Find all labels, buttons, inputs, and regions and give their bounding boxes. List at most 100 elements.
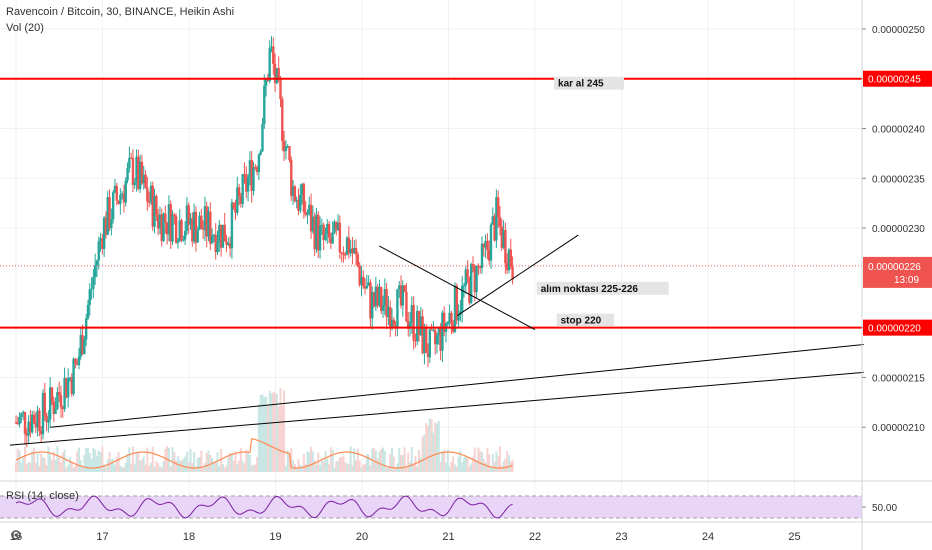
volume-bar [256, 457, 259, 472]
candle-body [351, 248, 354, 254]
volume-bar [295, 467, 298, 472]
candle-body [142, 174, 145, 184]
candle-body [167, 204, 171, 235]
volume-bar [317, 452, 320, 472]
candle-body [119, 194, 122, 204]
candle-body [399, 285, 403, 306]
candle-body [430, 329, 433, 331]
candle-body [322, 224, 325, 241]
candle-body [466, 269, 469, 278]
candle-body [471, 264, 475, 267]
level-price-tag [863, 70, 932, 87]
candle-body [162, 213, 165, 241]
volume-bar [452, 456, 455, 472]
candle-body [441, 312, 444, 351]
candle-body [421, 316, 424, 354]
candle-body [487, 250, 491, 261]
volume-bar [326, 458, 329, 472]
volume-bar [196, 458, 199, 472]
volume-bar [25, 463, 28, 472]
candle-body [99, 238, 102, 242]
volume-bar [18, 450, 21, 472]
candle-body [505, 263, 509, 271]
candle-body [315, 214, 318, 250]
candle-body [313, 216, 316, 250]
volume-bar [459, 451, 462, 472]
candle-body [363, 286, 367, 289]
candle-body [111, 192, 115, 220]
candle-body [478, 266, 482, 269]
candle-body [347, 237, 351, 254]
candle-body [498, 217, 502, 227]
candle-body [21, 412, 25, 414]
volume-bar [153, 466, 156, 472]
candle-body [272, 46, 275, 64]
volume-bar [144, 464, 147, 472]
volume-bar [250, 465, 253, 472]
volume-bar [175, 460, 178, 472]
volume-bar [23, 446, 26, 472]
candle-body [189, 218, 192, 225]
volume-bar [223, 467, 226, 472]
volume-bar [63, 449, 66, 472]
volume-bar [252, 464, 255, 472]
candle-body [61, 407, 64, 410]
candle-body [336, 222, 340, 230]
volume-bar [454, 464, 457, 472]
candle-body [320, 224, 324, 226]
volume-bar [301, 466, 304, 472]
volume-bar [373, 447, 376, 472]
volume-bar [497, 456, 500, 472]
volume-bar [479, 450, 482, 472]
candle-body [59, 395, 63, 408]
x-tick-label: 18 [183, 531, 195, 543]
volume-bar [281, 405, 284, 472]
x-tick-label: 17 [96, 531, 108, 543]
volume-bar [482, 458, 485, 472]
x-tick-label: 25 [788, 531, 800, 543]
volume-bar [383, 451, 386, 472]
gear-icon[interactable] [11, 530, 21, 540]
last-price-tag [863, 256, 932, 288]
volume-bar [355, 460, 358, 472]
candle-body [491, 216, 494, 225]
volume-bar [58, 457, 61, 472]
candle-body [291, 186, 295, 196]
volume-bar [360, 467, 363, 472]
candle-body [414, 340, 417, 342]
volume-bar [421, 436, 424, 472]
candle-body [428, 329, 432, 358]
volume-bar [473, 447, 476, 472]
volume-bar [376, 458, 379, 472]
gear-icon-hub [14, 533, 18, 537]
y-tick-label: 0.00000235 [872, 174, 925, 185]
candle-body [113, 185, 117, 193]
note-entry: alım noktası 225-226 [541, 284, 639, 295]
candle-body [50, 387, 54, 402]
candle-body [75, 363, 79, 366]
volume-bar [488, 453, 491, 472]
candle-body [133, 182, 136, 186]
volume-bar [382, 447, 385, 472]
candle-body [102, 217, 106, 249]
volume-bar [241, 461, 244, 472]
volume-bar [423, 434, 426, 472]
volume-bar [504, 458, 507, 472]
note-entry-group: alım noktası 225-226 [536, 281, 669, 295]
volume-bar [315, 464, 318, 472]
candle-body [72, 358, 75, 395]
candle-body [279, 79, 282, 100]
candle-body [380, 286, 383, 312]
candle-body [106, 197, 109, 235]
volume-bar [328, 464, 331, 472]
volume-bar [471, 456, 474, 472]
trend-line [456, 234, 579, 317]
candle-body [407, 321, 410, 328]
volume-bar [110, 459, 113, 472]
chart-title: Ravencoin / Bitcoin, 30, BINANCE, Heikin… [6, 6, 235, 18]
candle-body [496, 197, 500, 218]
rsi-pane [0, 480, 932, 519]
candle-body [495, 197, 498, 241]
volume-bar [67, 464, 70, 472]
